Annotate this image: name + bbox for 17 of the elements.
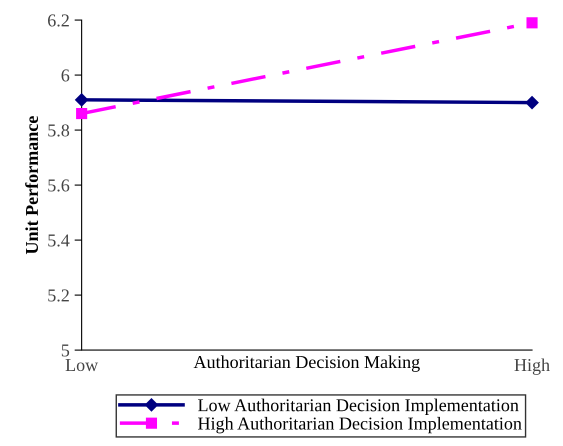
y-tick-label: 6.2	[48, 14, 69, 27]
x-tick-label: High	[514, 358, 550, 375]
y-tick-label: 5.8	[48, 124, 70, 137]
point	[75, 93, 88, 106]
legend-label: High Authoritarian Decision Implementation	[198, 416, 522, 434]
point	[525, 96, 539, 110]
x-axis-title: Authoritarian Decision Making	[194, 355, 420, 372]
y-tick-label: 5.2	[48, 289, 69, 302]
y-tick-label: 6	[62, 69, 70, 82]
point	[76, 108, 88, 120]
point	[526, 17, 538, 28]
x-tick-label: Low	[66, 359, 98, 372]
y-tick-label: 5	[62, 344, 70, 357]
y-axis-title: Unit Performance	[25, 116, 38, 254]
y-tick-label: 5.6	[48, 179, 70, 192]
legend-label: Low Authoritarian Decision Implementation	[198, 398, 519, 416]
y-tick-label: 5.4	[48, 234, 70, 247]
